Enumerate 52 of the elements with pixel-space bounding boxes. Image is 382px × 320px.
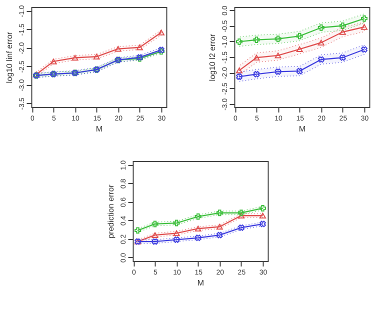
point [296, 46, 303, 52]
point [339, 22, 346, 29]
point [318, 24, 324, 31]
point [274, 36, 282, 42]
point [339, 54, 346, 61]
point [260, 220, 266, 228]
point [236, 68, 242, 74]
point [173, 230, 180, 236]
x-axis-title: M [96, 124, 103, 134]
point [152, 238, 158, 245]
point [114, 46, 122, 52]
point [274, 68, 282, 75]
point [194, 226, 202, 232]
point [260, 212, 266, 218]
point [173, 236, 180, 243]
point [361, 15, 368, 22]
point [136, 44, 143, 50]
y-axis-title: prediction error [106, 184, 116, 238]
point [274, 52, 282, 58]
point [216, 210, 223, 216]
point [318, 40, 324, 46]
point [173, 220, 180, 226]
point [152, 220, 158, 228]
point [236, 38, 242, 45]
point [238, 224, 244, 231]
point [236, 73, 242, 80]
point [339, 29, 346, 35]
y-axis-title: log10 l2 error [208, 34, 217, 82]
x-axis-title: M [197, 278, 204, 288]
point [253, 54, 260, 60]
point [72, 54, 78, 61]
point [216, 224, 223, 230]
point [296, 68, 303, 74]
point [152, 232, 158, 238]
point [93, 54, 100, 60]
point [361, 46, 368, 53]
point [158, 30, 164, 36]
point [253, 36, 260, 44]
point [194, 234, 202, 242]
y-axis-title: log10 linf error [4, 32, 14, 84]
point [296, 32, 303, 40]
point [253, 70, 260, 78]
point [50, 58, 57, 64]
point [361, 24, 368, 30]
point [194, 213, 202, 220]
x-axis-title: M [298, 124, 306, 134]
point [238, 212, 244, 218]
point [134, 227, 141, 234]
point [318, 56, 324, 63]
point [216, 232, 223, 238]
point [238, 210, 244, 216]
point [260, 204, 266, 212]
